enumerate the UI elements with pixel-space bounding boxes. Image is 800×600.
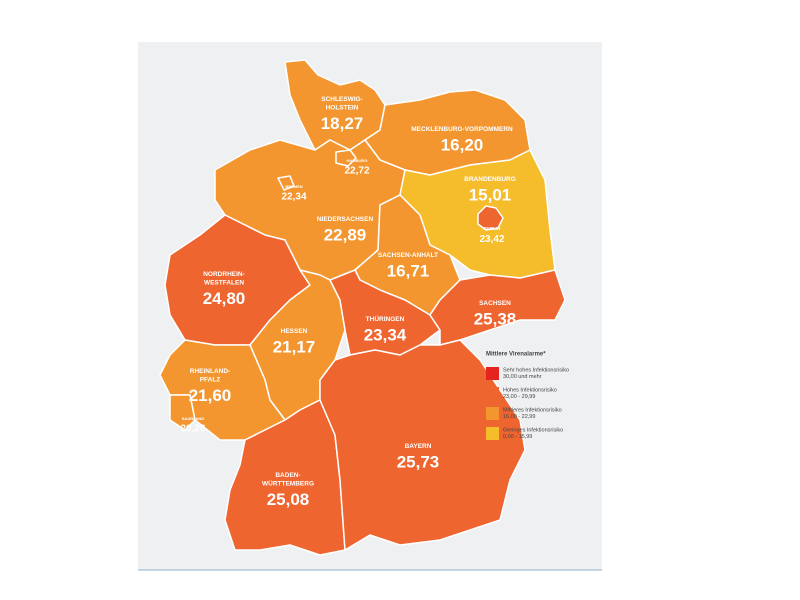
state-value: 16,20: [441, 135, 484, 154]
state-name: BAYERN: [405, 443, 432, 450]
state-value: 22,34: [281, 192, 306, 203]
state-name: BERLIN: [484, 226, 501, 231]
state-name: NORDRHEIN-: [203, 271, 245, 278]
state-value: 24,80: [203, 289, 246, 308]
state-value: 22,72: [344, 166, 369, 177]
legend-swatch: [486, 387, 499, 400]
legend-swatch: [486, 427, 499, 440]
legend-label: Sehr hohes Infektionsrisiko: [503, 367, 569, 373]
state-name: NIEDERSACHSEN: [317, 216, 374, 223]
state-shape: [319, 339, 526, 551]
state-name: PFALZ: [200, 377, 221, 384]
state-value: 25,08: [267, 490, 310, 509]
state-value: 15,01: [469, 185, 512, 204]
legend-swatch: [486, 367, 499, 380]
state-value: 22,89: [324, 225, 367, 244]
state-value: 25,38: [474, 309, 517, 328]
legend-label: Mittleres Infektionsrisiko: [503, 407, 562, 413]
state-name: SACHSEN-ANHALT: [378, 252, 438, 259]
state-value: 23,34: [364, 325, 407, 344]
state-value: 16,71: [387, 261, 430, 280]
legend-label: 23,00 - 29,99: [503, 394, 535, 400]
state-value: 20,26: [180, 424, 205, 435]
state-name: HESSEN: [281, 328, 308, 335]
state-name: THÜRINGEN: [366, 314, 405, 323]
legend: Mittlere Virenalarme* Sehr hohes Infektio…: [486, 352, 569, 440]
state-shape: [329, 269, 441, 356]
state-shape: [477, 205, 504, 231]
state-name: HAMBURG: [347, 158, 368, 163]
legend-swatch: [486, 407, 499, 420]
state-shape: [277, 175, 295, 191]
state-name: WESTFALEN: [204, 280, 244, 287]
legend-label: 30,00 und mehr: [503, 374, 542, 380]
legend-title: Mittlere Virenalarme*: [486, 352, 546, 358]
state-shape: [335, 149, 357, 167]
state-name: BREMEN: [285, 184, 302, 189]
label-layer: SCHLESWIG- HOLSTEIN 18,27 MECKLENBURG-VORPO…: [180, 96, 516, 509]
state-name: BRANDENBURG: [464, 176, 516, 183]
state-name: RHEINLAND-: [190, 368, 230, 375]
state-value: 21,17: [273, 337, 316, 356]
state-value: 23,42: [479, 234, 504, 245]
legend-label: 16,00 - 22,99: [503, 414, 535, 420]
legend-label: Hohes Infektionsrisiko: [503, 387, 557, 393]
state-layer: [159, 59, 566, 556]
legend-label: 0,00 - 15,99: [503, 434, 532, 440]
state-name: SAARLAND: [182, 416, 205, 421]
legend-label: Geringes Infektionsrisiko: [503, 427, 563, 433]
state-name: SCHLESWIG-: [321, 96, 363, 103]
state-name: WÜRTTEMBERG: [262, 479, 314, 488]
state-name: BADEN-: [275, 472, 300, 479]
state-shape: [169, 394, 196, 431]
state-name: SACHSEN: [479, 300, 511, 307]
state-name: MECKLENBURG-VORPOMMERN: [411, 126, 513, 133]
state-name: HOLSTEIN: [326, 105, 359, 112]
state-value: 25,73: [397, 452, 440, 471]
state-value: 21,60: [189, 386, 232, 405]
state-value: 18,27: [321, 114, 364, 133]
state-shape: [224, 399, 346, 556]
